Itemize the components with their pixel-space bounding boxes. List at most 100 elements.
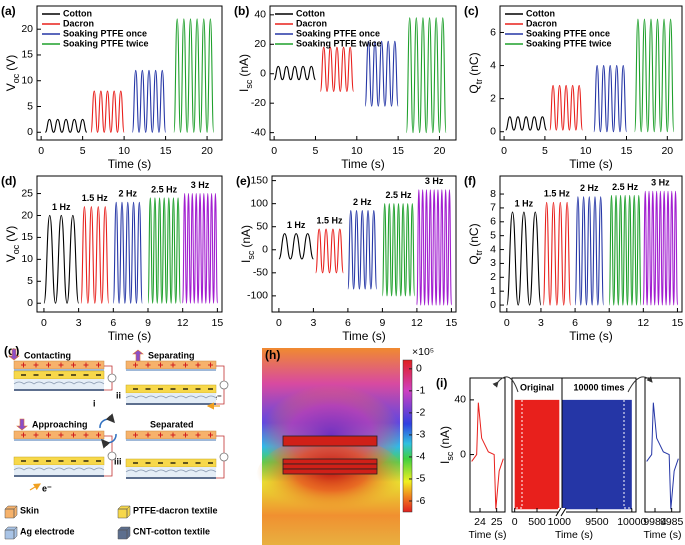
bulb bbox=[107, 451, 117, 461]
legend-text: Soaking PTFE once bbox=[296, 28, 380, 38]
x-tick-label: 15 bbox=[392, 145, 404, 157]
x-tick-label: 0 bbox=[504, 317, 510, 329]
textile-fiber bbox=[13, 467, 105, 471]
y-label-part: (nA) bbox=[438, 426, 452, 449]
electrode bbox=[282, 435, 378, 447]
x-tick-label: 9 bbox=[606, 317, 612, 329]
motion-arrow bbox=[16, 418, 28, 431]
y-label-part: Q bbox=[467, 255, 481, 264]
textile-fiber bbox=[125, 469, 217, 473]
series-label: 2 Hz bbox=[353, 197, 372, 207]
y-tick-label: 20 bbox=[21, 23, 33, 35]
x-tick-label: 3 bbox=[76, 317, 82, 329]
y-tick-label: 5 bbox=[490, 229, 496, 241]
y-label-part: tr bbox=[474, 250, 484, 256]
series-line bbox=[405, 17, 447, 134]
x-tick-label: 15 bbox=[160, 145, 172, 157]
plot-frame bbox=[469, 377, 506, 513]
x-tick-label: 10 bbox=[118, 145, 130, 157]
y-label-part: sc bbox=[445, 451, 455, 461]
positive-charge bbox=[208, 362, 213, 368]
y-label-part: (nC) bbox=[467, 223, 481, 246]
x-tick-label: 12 bbox=[637, 317, 649, 329]
plot-frame bbox=[269, 5, 457, 141]
series-line bbox=[549, 84, 583, 131]
y-label-part: V bbox=[4, 83, 18, 91]
colorbar-tick-label: 0 bbox=[416, 363, 422, 375]
positive-charge bbox=[158, 362, 163, 368]
x-tick-label: 0 bbox=[276, 317, 282, 329]
positive-charge bbox=[46, 432, 51, 438]
x-tick-label: 10000 bbox=[617, 516, 646, 528]
y-tick-label: 6 bbox=[490, 26, 496, 38]
x-tick-label: 20 bbox=[434, 145, 446, 157]
y-tick-label: 2 bbox=[490, 92, 496, 104]
electron-label: e⁻ bbox=[42, 483, 52, 493]
base-layer bbox=[14, 389, 104, 391]
series-line bbox=[182, 192, 218, 304]
axis-break bbox=[558, 508, 566, 516]
zoom-arrow bbox=[492, 376, 519, 393]
legend-text: Dacron bbox=[296, 18, 327, 28]
x-tick-label: 20 bbox=[661, 145, 673, 157]
y-axis-label: Qtr (nC) bbox=[467, 52, 484, 93]
legend-text: Soaking PTFE twice bbox=[63, 38, 149, 48]
y-label-part: (nA) bbox=[239, 225, 253, 248]
positive-charge bbox=[96, 362, 101, 368]
base-layer bbox=[126, 403, 216, 405]
legend-text: Skin bbox=[20, 505, 39, 515]
x-tick-label: 24 bbox=[474, 516, 486, 528]
x-axis-label: Time (s) bbox=[569, 329, 613, 343]
series-label: 3 Hz bbox=[425, 176, 444, 186]
legend-cube bbox=[4, 526, 18, 540]
x-tick-label: 6 bbox=[110, 317, 116, 329]
series-label: 2.5 Hz bbox=[151, 184, 178, 194]
x-tick-label: 6 bbox=[572, 317, 578, 329]
series-label: 1.5 Hz bbox=[544, 189, 571, 199]
positive-charge bbox=[195, 362, 201, 368]
x-tick-label: 15 bbox=[446, 317, 458, 329]
series-label: 1.5 Hz bbox=[316, 215, 343, 225]
legend-text: Dacron bbox=[526, 18, 557, 28]
colorbar-tick-label: -5 bbox=[416, 473, 425, 485]
panel-label: (d) bbox=[1, 174, 16, 188]
x-tick-label: 9985 bbox=[660, 516, 684, 528]
motion-arrow bbox=[8, 348, 20, 361]
bulb bbox=[219, 380, 229, 390]
cnt-layer bbox=[14, 379, 104, 389]
x-tick-label: 15 bbox=[672, 317, 684, 329]
panel-label: (b) bbox=[234, 4, 249, 18]
x-tick-label: 15 bbox=[212, 317, 224, 329]
x-axis-label: Time (s) bbox=[569, 157, 613, 171]
colorbar-tick-label: -4 bbox=[416, 451, 425, 463]
legend-text: CNT-cotton textile bbox=[133, 526, 210, 536]
legend-text: Ag electrode bbox=[20, 526, 75, 536]
y-tick-label: 0 bbox=[490, 126, 496, 138]
panel-label: (a) bbox=[1, 4, 16, 18]
series-band bbox=[562, 399, 632, 510]
positive-charge bbox=[170, 362, 176, 368]
series-label: 2.5 Hz bbox=[612, 182, 639, 192]
series-line bbox=[112, 201, 143, 304]
legend-text: Soaking PTFE once bbox=[526, 28, 610, 38]
plot-frame bbox=[561, 377, 637, 513]
series-line bbox=[278, 233, 314, 260]
y-tick-label: 20 bbox=[254, 38, 266, 50]
state-label: Separated bbox=[150, 419, 194, 429]
positive-charge bbox=[158, 432, 163, 438]
x-axis-label: Time (s) bbox=[108, 157, 152, 171]
x-tick-label: 15 bbox=[621, 145, 633, 157]
positive-charge bbox=[71, 432, 76, 438]
series-line bbox=[80, 206, 110, 304]
step-label: iii bbox=[114, 456, 122, 466]
positive-charge bbox=[183, 432, 188, 438]
x-tick-label: 9984 bbox=[643, 516, 667, 528]
positive-charge bbox=[46, 362, 51, 368]
x-tick-label: 9 bbox=[379, 317, 385, 329]
base-layer bbox=[126, 477, 216, 479]
positive-charge bbox=[21, 362, 26, 368]
x-tick-label: 1000 bbox=[548, 516, 572, 528]
y-tick-label: 15 bbox=[21, 49, 33, 61]
axis-break-mark bbox=[555, 507, 567, 517]
